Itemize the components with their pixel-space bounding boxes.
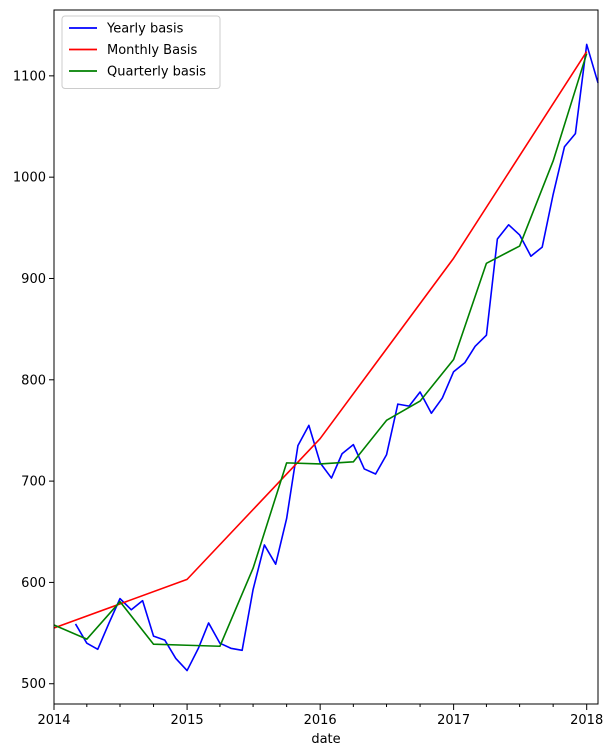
x-axis-title: date: [311, 732, 340, 747]
plot-frame: [53, 9, 599, 705]
y-tick-label: 800: [21, 373, 46, 388]
legend-box: [61, 15, 221, 89]
y-tick-label: 1000: [13, 171, 46, 186]
x-tick-label: 2016: [304, 713, 337, 728]
x-axis: 2014 2015 2016 2017 2018: [37, 704, 603, 728]
legend: Yearly basis Monthly Basis Quarterly basis: [61, 15, 221, 89]
series-line-3: [53, 53, 588, 648]
series-layer: [53, 43, 599, 672]
y-tick-label: 900: [21, 272, 46, 287]
x-tick-label: 2018: [570, 713, 603, 728]
y-tick-label: 700: [21, 475, 46, 490]
x-tick-label: 2014: [37, 713, 70, 728]
y-axis: 500 600 700 800 900 1000 1100: [13, 69, 54, 692]
y-tick-label: 1100: [13, 69, 46, 84]
y-tick-label: 500: [21, 677, 46, 692]
x-tick-label: 2015: [171, 713, 204, 728]
legend-label-1: Yearly basis: [106, 22, 184, 37]
series-line-1: [74, 43, 599, 672]
series-line-2: [53, 51, 588, 629]
x-tick-label: 2017: [437, 713, 470, 728]
legend-label-2: Monthly Basis: [107, 43, 197, 58]
y-tick-label: 600: [21, 576, 46, 591]
legend-label-3: Quarterly basis: [107, 65, 206, 80]
